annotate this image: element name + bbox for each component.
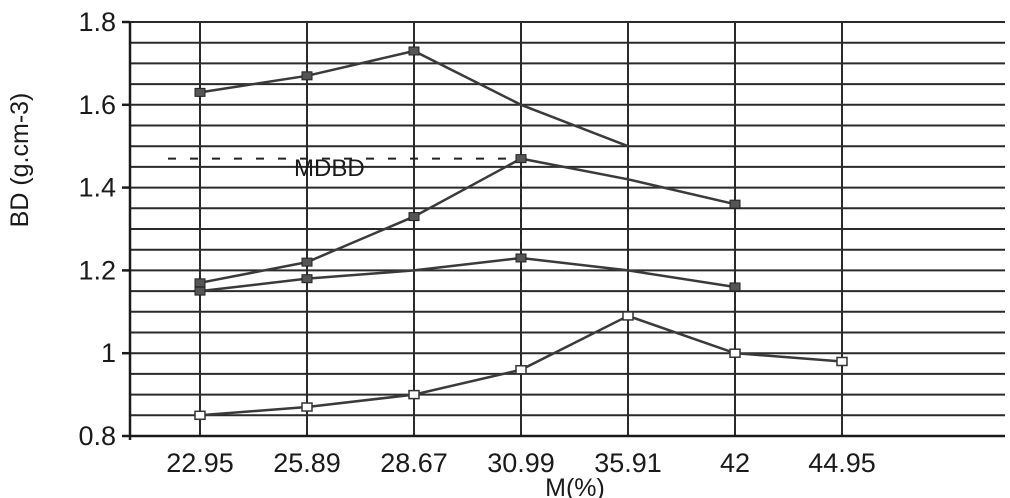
x-tick-label: 35.91 [594,448,662,478]
y-tick-label: 0.8 [78,421,116,451]
data-point [301,402,313,412]
y-tick-label: 1.4 [78,173,116,203]
x-tick-label: 30.99 [487,448,555,478]
data-point [408,212,420,222]
data-point [836,356,848,367]
data-point [729,348,741,358]
axes: 0.8 1 1.2 1.4 1.6 1.8 22.95 25.89 28.67 30.99 35.9… [78,7,1005,478]
y-tick-label: 1.8 [78,7,116,37]
series-line [199,157,736,285]
data-point [194,87,206,97]
data-point [194,278,206,288]
data-point [194,286,206,296]
y-tick-label: 1.2 [78,255,116,285]
y-axis-title: BD (g.cm-3) [6,93,34,228]
data-point [408,389,420,400]
mdbd-annotation: MDBD [294,155,365,182]
data-point [301,71,313,81]
y-tick-label: 1 [101,338,116,368]
x-tick-label: 22.95 [166,448,234,478]
data-point [515,253,527,263]
reference-line-layer [168,157,522,288]
series-line [199,256,736,293]
x-tick-label: 28.67 [380,448,448,478]
data-point [622,311,634,321]
data-point [515,365,527,375]
data-point [301,274,313,284]
x-axis-title: M(%) [545,474,605,498]
data-point [515,154,527,164]
series-layer [194,46,848,421]
data-point [194,410,206,421]
x-tick-label: 44.95 [808,448,876,478]
data-point [729,282,741,292]
y-tick-label: 1.6 [78,90,116,120]
data-point [301,257,313,267]
x-tick-label: 25.89 [273,448,341,478]
data-point [729,199,741,209]
data-point [408,46,420,56]
x-tick-label: 42 [720,448,750,478]
